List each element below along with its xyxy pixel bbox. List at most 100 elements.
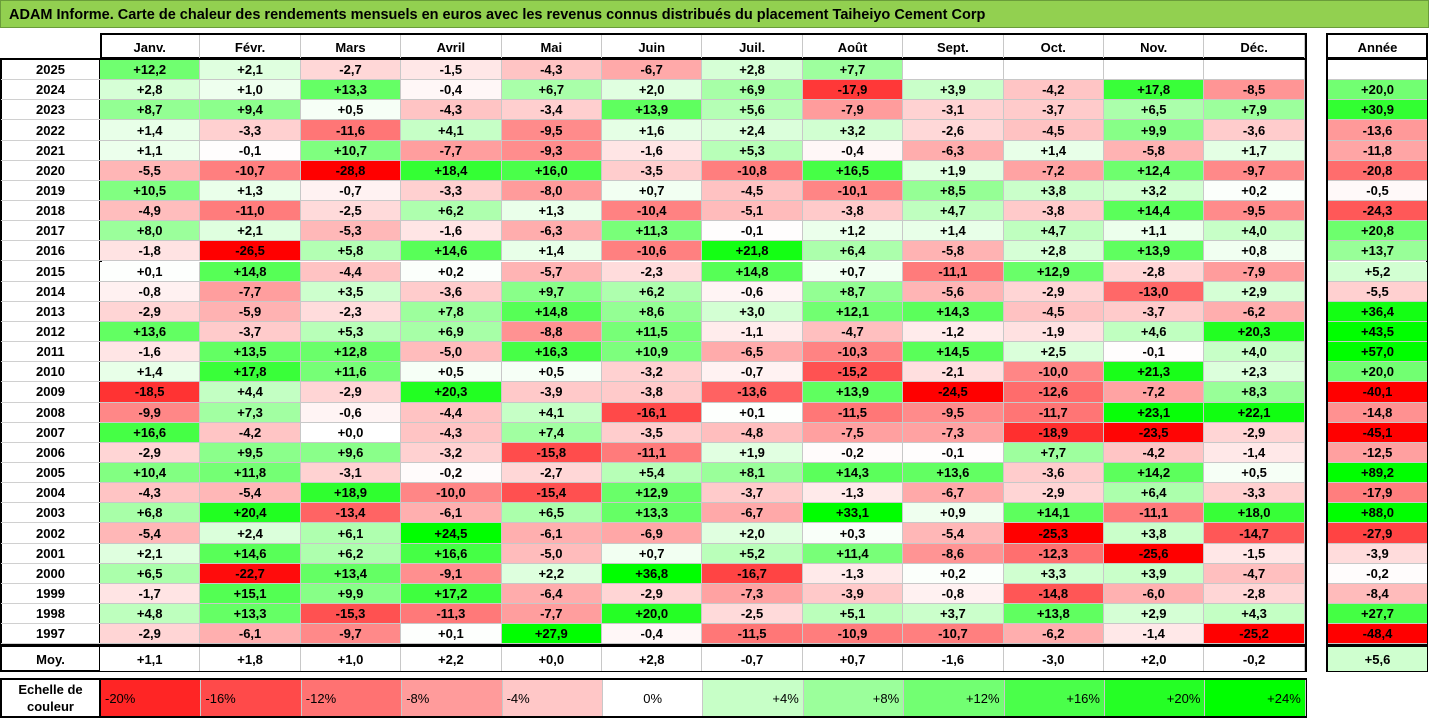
heatmap-cell: +7,9: [1204, 100, 1305, 121]
heatmap-cell: +6,9: [702, 80, 803, 101]
heatmap-cell: -0,2: [802, 442, 904, 463]
heatmap-cell: -1,9: [1003, 321, 1104, 343]
annual-cell: +30,9: [1328, 100, 1427, 121]
heatmap-cell: +11,4: [802, 543, 904, 564]
heatmap-cell: -25,2: [1204, 624, 1305, 645]
heatmap-cell: +7,7: [802, 60, 904, 81]
heatmap-cell: +3,5: [300, 281, 402, 302]
heatmap-cell: -4,2: [200, 422, 301, 443]
heatmap-cell: +12,4: [1104, 160, 1205, 181]
heatmap-cell: +10,7: [300, 140, 402, 161]
heatmap-cell: -0,1: [702, 221, 803, 242]
heatmap-cell: -4,7: [802, 321, 904, 343]
heatmap-cell: -5,0: [501, 543, 602, 564]
heatmap-cell: +13,5: [200, 342, 301, 363]
heatmap-cell: -17,9: [802, 80, 904, 101]
heatmap-cell: -2,9: [100, 624, 201, 645]
heatmap-cell: +2,9: [1204, 281, 1305, 302]
color-scale-swatch: +16%: [1004, 680, 1105, 716]
heatmap-cell: +10,5: [100, 180, 201, 202]
heatmap-cell: -7,7: [200, 281, 301, 302]
heatmap-cell: +1,1: [1104, 221, 1205, 242]
average-cell: +2,8: [602, 647, 703, 672]
annual-cell: -48,4: [1328, 624, 1427, 645]
heatmap-cell: +12,1: [802, 301, 904, 322]
heatmap-cell: -3,2: [401, 442, 502, 463]
heatmap-cell: +7,7: [1003, 442, 1104, 463]
heatmap-cell: -3,5: [602, 160, 703, 181]
heatmap-cell: -2,9: [1003, 281, 1104, 302]
color-scale-swatch: +8%: [803, 680, 905, 716]
heatmap-cell: +13,3: [300, 80, 402, 101]
year-label: 2007: [1, 423, 100, 443]
heatmap-cell: -2,9: [1204, 422, 1305, 443]
annual-cell: -24,3: [1328, 201, 1427, 222]
heatmap-cell: -1,7: [100, 583, 201, 605]
heatmap-cell: -1,3: [802, 483, 904, 504]
heatmap-cell: -0,1: [1104, 342, 1205, 363]
annual-cell: +20,0: [1328, 80, 1427, 101]
heatmap-cell: +11,8: [200, 463, 301, 484]
heatmap-cell: +6,2: [401, 201, 502, 222]
heatmap-cell: +6,9: [401, 321, 502, 343]
heatmap-cell: -4,9: [100, 201, 201, 222]
heatmap-cell: +10,9: [602, 342, 703, 363]
heatmap-cell: -15,3: [300, 604, 402, 625]
year-label: 2012: [1, 322, 100, 343]
heatmap-cell: +0,5: [1204, 463, 1305, 484]
heatmap-cell: -6,2: [1204, 301, 1305, 322]
heatmap-cell: -1,8: [100, 241, 201, 262]
heatmap-cell: -1,5: [401, 60, 502, 81]
heatmap-cell: -10,3: [802, 342, 904, 363]
heatmap-cell: +17,8: [200, 362, 301, 383]
heatmap-cell: -4,3: [501, 60, 602, 81]
annual-cell: +20,0: [1328, 362, 1427, 383]
heatmap-cell: +18,9: [300, 483, 402, 504]
year-label: 2021: [1, 141, 100, 161]
heatmap-cell: +18,4: [401, 160, 502, 181]
year-label: 2004: [1, 483, 100, 504]
annual-cell: -3,9: [1328, 543, 1427, 564]
heatmap-cell: +4,7: [1003, 221, 1104, 242]
heatmap-cell: +6,8: [100, 503, 201, 524]
heatmap-cell: +3,3: [1003, 563, 1104, 584]
heatmap-cell: -9,7: [300, 624, 402, 645]
heatmap-cell: -9,3: [501, 140, 602, 161]
year-label: 2003: [1, 503, 100, 524]
heatmap-cell: +3,8: [1003, 180, 1104, 202]
heatmap-cell: +4,7: [903, 201, 1004, 222]
heatmap-cell: -0,6: [300, 402, 402, 423]
heatmap-cell: -15,2: [802, 362, 904, 383]
heatmap-cell: +23,1: [1104, 402, 1205, 423]
heatmap-cell: +2,0: [602, 80, 703, 101]
month-header: Oct.: [1004, 35, 1104, 59]
heatmap-cell: +9,5: [200, 442, 301, 463]
heatmap-cell: -10,4: [602, 201, 703, 222]
average-cell: +2,2: [401, 647, 502, 672]
year-label: 2010: [1, 362, 100, 383]
color-scale-swatch: -4%: [502, 680, 603, 716]
color-scale-swatch: +20%: [1105, 680, 1206, 716]
heatmap-cell: +0,8: [1204, 241, 1305, 262]
heatmap-cell: +2,8: [702, 60, 803, 81]
heatmap-cell: +6,5: [100, 563, 201, 584]
heatmap-cell: +4,1: [401, 120, 502, 141]
heatmap-cell: -3,8: [1003, 201, 1104, 222]
year-label: 2005: [1, 463, 100, 484]
heatmap-cell: -1,5: [1204, 543, 1305, 564]
annual-cell: -17,9: [1328, 483, 1427, 504]
year-label: 2016: [1, 241, 100, 262]
annual-cell: -27,9: [1328, 523, 1427, 544]
heatmap-cell: -18,9: [1003, 422, 1104, 443]
heatmap-cell: -2,9: [602, 583, 703, 605]
heatmap-cell: -5,8: [903, 241, 1004, 262]
heatmap-cell: +2,8: [100, 80, 201, 101]
heatmap-cell: +16,0: [501, 160, 602, 181]
heatmap-cell: -8,6: [903, 543, 1004, 564]
heatmap-cell: -12,3: [1003, 543, 1104, 564]
heatmap-cell: +12,8: [300, 342, 402, 363]
heatmap-cell: +6,7: [501, 80, 602, 101]
heatmap-cell: +13,4: [300, 563, 402, 584]
heatmap-cell: -18,5: [100, 382, 201, 403]
heatmap-cell: -13,4: [300, 503, 402, 524]
